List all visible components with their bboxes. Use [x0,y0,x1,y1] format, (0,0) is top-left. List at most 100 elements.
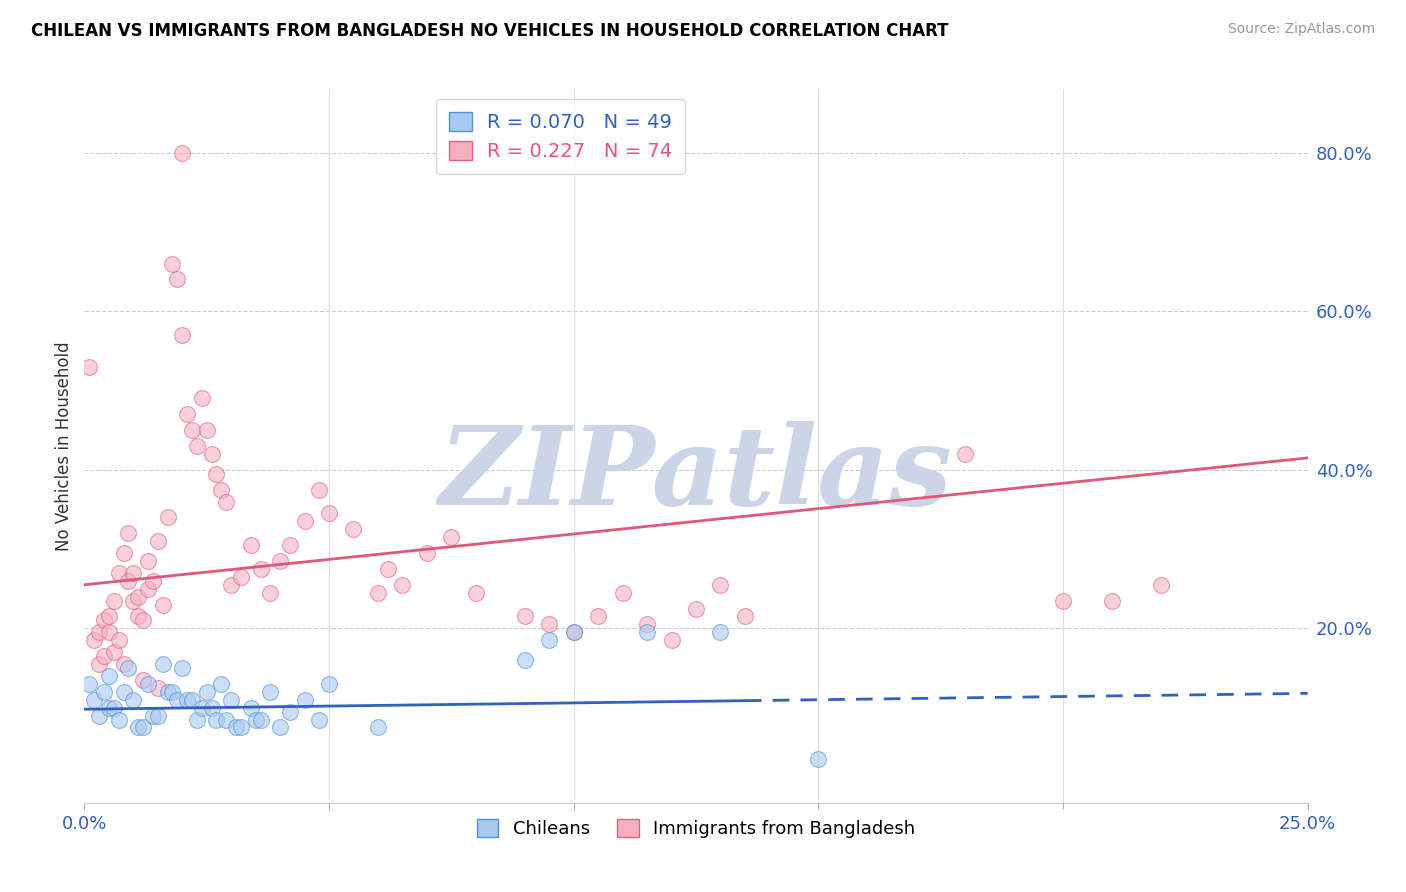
Point [239,700,262,714]
Point [132,673,155,687]
Point [103,700,125,714]
Point [172,661,194,675]
Point [83,692,105,706]
Point [195,423,218,437]
Point [562,625,585,640]
Point [136,677,159,691]
Point [219,578,242,592]
Point [229,721,252,735]
Point [191,700,214,714]
Point [661,633,683,648]
Text: Source: ZipAtlas.com: Source: ZipAtlas.com [1227,22,1375,37]
Point [709,578,731,592]
Point [127,609,149,624]
Point [200,700,222,714]
Point [112,546,135,560]
Point [122,692,145,706]
Point [229,570,252,584]
Point [186,439,208,453]
Text: CHILEAN VS IMMIGRANTS FROM BANGLADESH NO VEHICLES IN HOUSEHOLD CORRELATION CHART: CHILEAN VS IMMIGRANTS FROM BANGLADESH NO… [31,22,949,40]
Point [162,257,184,271]
Point [176,692,198,706]
Point [127,590,149,604]
Point [107,713,129,727]
Point [77,359,100,374]
Point [103,645,125,659]
Point [294,514,316,528]
Point [142,574,165,588]
Point [318,677,340,691]
Point [172,328,194,343]
Point [513,653,536,667]
Point [440,530,463,544]
Point [87,657,110,671]
Point [225,721,247,735]
Point [367,721,389,735]
Legend: Chileans, Immigrants from Bangladesh: Chileans, Immigrants from Bangladesh [468,810,924,847]
Point [308,713,330,727]
Point [146,708,169,723]
Point [249,562,271,576]
Point [166,272,188,286]
Point [107,566,129,580]
Point [377,562,399,576]
Point [709,625,731,640]
Point [93,685,115,699]
Point [117,526,139,541]
Point [152,598,174,612]
Point [278,538,301,552]
Point [83,633,105,648]
Point [156,685,179,699]
Point [1052,593,1074,607]
Point [97,669,120,683]
Point [136,554,159,568]
Point [97,625,120,640]
Point [538,617,561,632]
Point [181,692,204,706]
Point [367,585,389,599]
Point [136,582,159,596]
Point [93,649,115,664]
Text: ZIPatlas: ZIPatlas [439,421,953,528]
Point [152,657,174,671]
Point [636,617,658,632]
Point [734,609,756,624]
Point [612,585,634,599]
Point [97,609,120,624]
Point [132,614,155,628]
Point [215,713,238,727]
Point [807,752,830,766]
Point [219,692,242,706]
Point [215,494,238,508]
Point [269,554,291,568]
Point [191,392,214,406]
Point [278,705,301,719]
Point [122,566,145,580]
Point [1101,593,1123,607]
Point [1150,578,1173,592]
Point [562,625,585,640]
Point [342,522,364,536]
Point [636,625,658,640]
Point [294,692,316,706]
Point [181,423,204,437]
Point [146,681,169,695]
Y-axis label: No Vehicles in Household: No Vehicles in Household [55,341,73,551]
Point [97,700,120,714]
Point [186,713,208,727]
Point [107,633,129,648]
Point [112,685,135,699]
Point [172,145,194,160]
Point [103,593,125,607]
Point [205,467,228,481]
Point [586,609,609,624]
Point [538,633,561,648]
Point [87,708,110,723]
Point [93,614,115,628]
Point [112,657,135,671]
Point [259,585,281,599]
Point [209,483,232,497]
Point [464,585,486,599]
Point [127,721,149,735]
Point [195,685,218,699]
